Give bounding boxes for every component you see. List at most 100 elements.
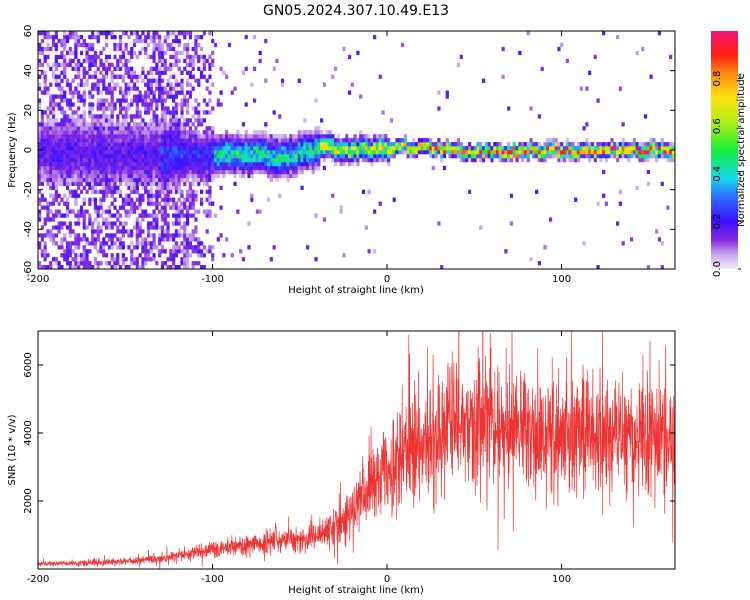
heatmap-cell bbox=[57, 209, 61, 214]
heatmap-cell bbox=[169, 150, 173, 155]
heatmap-cell bbox=[105, 161, 109, 167]
heatmap-cell bbox=[99, 173, 103, 179]
heatmap-cell bbox=[163, 34, 167, 40]
heatmap-cell bbox=[590, 150, 595, 155]
heatmap-cell bbox=[40, 153, 44, 159]
heatmap-cell bbox=[233, 169, 237, 175]
heatmap-cell bbox=[236, 169, 240, 175]
heatmap-cell bbox=[180, 225, 184, 230]
heatmap-cell bbox=[102, 31, 106, 36]
heatmap-cell bbox=[138, 221, 142, 226]
heatmap-cell bbox=[93, 70, 98, 75]
heatmap-cell bbox=[118, 213, 123, 218]
heatmap-cell bbox=[253, 165, 257, 171]
heatmap-cell bbox=[618, 150, 622, 155]
heatmap-cell bbox=[459, 54, 463, 60]
heatmap-cell bbox=[364, 142, 368, 147]
heatmap-cell bbox=[613, 150, 617, 155]
heatmap-cell bbox=[211, 177, 215, 183]
heatmap-cell bbox=[102, 209, 106, 214]
heatmap-cell bbox=[138, 205, 142, 210]
heatmap-cell bbox=[465, 153, 469, 159]
heatmap-cell bbox=[579, 142, 583, 147]
heatmap-cell bbox=[85, 146, 89, 151]
heatmap-cell bbox=[663, 153, 667, 159]
heatmap-cell bbox=[437, 106, 441, 111]
heatmap-cell bbox=[152, 209, 156, 214]
heatmap-cell bbox=[616, 153, 620, 159]
heatmap-cell bbox=[130, 118, 134, 123]
heatmap-cell bbox=[638, 146, 642, 151]
heatmap-cell bbox=[158, 74, 162, 79]
heatmap-cell bbox=[593, 153, 597, 159]
heatmap-cell bbox=[158, 90, 162, 95]
heatmap-cell bbox=[158, 249, 162, 254]
heatmap-cell bbox=[158, 34, 162, 40]
heatmap-cell bbox=[629, 142, 634, 147]
heatmap-cell bbox=[105, 90, 109, 95]
heatmap-cell bbox=[74, 181, 78, 186]
heatmap-cell bbox=[155, 153, 159, 159]
heatmap-cell bbox=[546, 146, 550, 151]
heatmap-cell bbox=[336, 134, 340, 139]
heatmap-cell bbox=[487, 146, 491, 151]
heatmap-cell bbox=[163, 181, 167, 186]
heatmap-cell bbox=[666, 205, 670, 210]
heatmap-cell bbox=[74, 221, 78, 226]
heatmap-cell bbox=[205, 86, 209, 91]
heatmap-cell bbox=[172, 146, 176, 151]
heatmap-cell bbox=[113, 102, 117, 107]
heatmap-cell bbox=[657, 153, 662, 159]
heatmap-cell bbox=[138, 169, 142, 175]
heatmap-cell bbox=[166, 153, 170, 159]
heatmap-cell bbox=[367, 146, 371, 151]
heatmap-cell bbox=[183, 181, 187, 186]
heatmap-cell bbox=[306, 153, 310, 159]
heatmap-cell bbox=[40, 90, 44, 95]
heatmap-cell bbox=[99, 118, 103, 123]
heatmap-cell bbox=[38, 58, 42, 64]
heatmap-cell bbox=[468, 153, 472, 159]
heatmap-cell bbox=[320, 130, 324, 135]
heatmap-cell bbox=[487, 142, 491, 147]
heatmap-cell bbox=[211, 153, 215, 159]
heatmap-cell bbox=[107, 189, 111, 194]
heatmap-cell bbox=[49, 193, 53, 198]
heatmap-cell bbox=[236, 134, 240, 139]
heatmap-cell bbox=[146, 94, 151, 99]
heatmap-cell bbox=[395, 142, 399, 147]
heatmap-cell bbox=[144, 161, 148, 167]
heatmap-cell bbox=[152, 118, 156, 123]
heatmap-cell bbox=[110, 213, 114, 218]
heatmap-cell bbox=[188, 161, 192, 167]
heatmap-cell bbox=[102, 146, 106, 151]
heatmap-cell bbox=[102, 253, 106, 258]
heatmap-cell bbox=[38, 46, 42, 52]
heatmap-cell bbox=[624, 146, 628, 151]
heatmap-cell bbox=[91, 130, 95, 135]
heatmap-cell bbox=[155, 122, 159, 127]
heatmap-cell bbox=[504, 150, 508, 155]
heatmap-cell bbox=[138, 253, 142, 258]
heatmap-cell bbox=[177, 58, 181, 64]
heatmap-cell bbox=[317, 130, 321, 135]
heatmap-cell bbox=[146, 82, 151, 87]
heatmap-cell bbox=[138, 181, 142, 186]
heatmap-cell bbox=[353, 142, 357, 147]
heatmap-cell bbox=[199, 153, 204, 159]
heatmap-cell bbox=[65, 185, 70, 190]
heatmap-cell bbox=[367, 142, 371, 147]
heatmap-cell bbox=[191, 46, 195, 52]
heatmap-cell bbox=[38, 74, 42, 79]
heatmap-cell bbox=[40, 237, 44, 242]
heatmap-cell bbox=[149, 38, 153, 44]
heatmap-cell bbox=[77, 245, 81, 250]
heatmap-cell bbox=[314, 161, 318, 167]
heatmap-cell bbox=[88, 134, 92, 139]
heatmap-cell bbox=[138, 50, 142, 56]
heatmap-cell bbox=[314, 126, 318, 131]
heatmap-cell bbox=[194, 169, 198, 175]
heatmap-cell bbox=[236, 138, 240, 143]
heatmap-cell bbox=[322, 82, 327, 87]
